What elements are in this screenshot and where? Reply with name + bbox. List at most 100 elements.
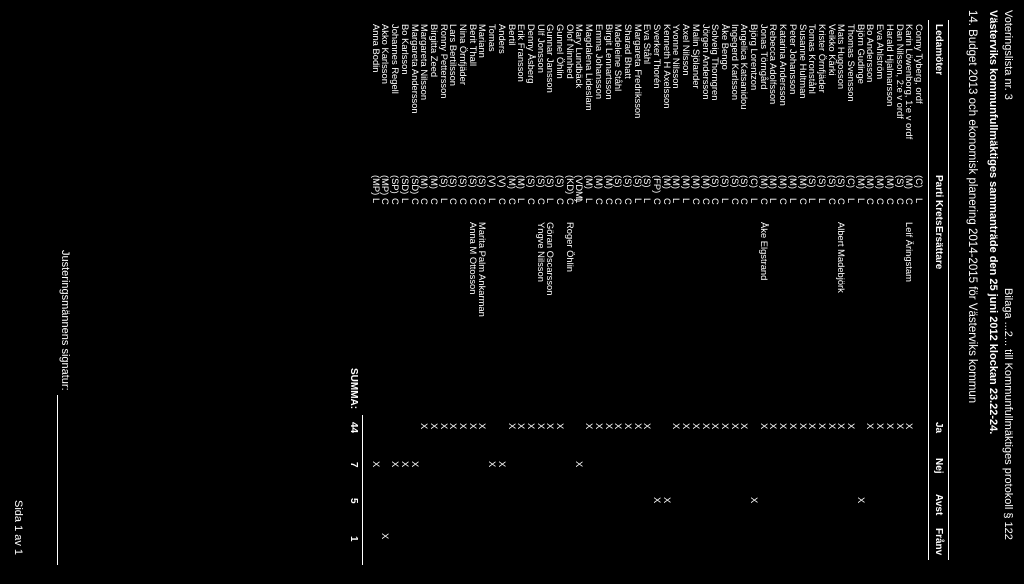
vote-ja-mark: X [584, 423, 596, 430]
vote-ja-mark: X [506, 423, 518, 430]
member-name: Björg Lorentzon [749, 24, 761, 91]
vote-nej-mark: X [487, 461, 499, 468]
member-party: (SD) [409, 175, 421, 195]
table-row: Birgitta Zeed (M) C X [429, 0, 440, 584]
table-row: Mary Lundbäck (VDM) L X [575, 0, 586, 584]
member-krets: C [826, 198, 838, 205]
member-name: Ronny Pettersson [438, 24, 450, 99]
member-name: Gunnar Jansson [545, 24, 557, 93]
member-party: (M) [429, 175, 440, 190]
member-name: Sverker Thorén [652, 24, 664, 89]
member-party: (FP) [652, 175, 664, 194]
table-row: Magdalena Lideslam (M) L X [584, 0, 596, 584]
member-party: (M) [593, 175, 605, 190]
member-krets: C [700, 198, 712, 205]
table-row: Ingegerd Karlsson (S) C X [729, 0, 741, 584]
col-franv: Frånv [933, 528, 944, 556]
member-krets: C [555, 198, 567, 205]
member-krets: C [865, 198, 877, 205]
item-title: 14. Budget 2013 och ekonomisk planering … [966, 10, 978, 404]
member-party: (M) [884, 175, 896, 190]
member-party: (S) [545, 175, 557, 188]
member-krets: L [768, 198, 780, 204]
vote-nej-mark: X [370, 461, 382, 468]
member-name: Jonas Törngård [758, 24, 770, 90]
vote-ja-mark: X [710, 423, 722, 430]
member-party: (S) [729, 175, 741, 188]
member-name: Erik Fransson [516, 24, 528, 82]
member-krets: L [846, 198, 858, 204]
member-name: Bo Karlsson [399, 24, 411, 75]
member-krets: L [749, 198, 761, 204]
vote-ja-mark: X [875, 423, 887, 430]
vote-franv-mark: X [380, 533, 392, 540]
member-name: Björn Gudinge [855, 24, 867, 84]
vote-ja-mark: X [477, 423, 489, 430]
member-party: (M) [875, 175, 887, 190]
member-krets: C [429, 198, 440, 205]
member-name: Peter Johansson [787, 24, 799, 95]
member-krets: L [438, 198, 450, 204]
member-party: (S) [817, 175, 828, 188]
member-party: (MP) [370, 175, 382, 196]
member-party: (V) [496, 175, 508, 188]
vote-ja-mark: X [797, 423, 809, 430]
vote-nej-mark: X [390, 461, 402, 468]
member-party: (S) [710, 175, 722, 188]
member-party: (S) [477, 175, 489, 188]
table-row: Denny Åsberg (S) C X [526, 0, 537, 584]
table-row: Thomas Svensson (C) L X [846, 0, 858, 584]
vote-ja-mark: X [884, 423, 896, 430]
substitute-name: Åke Elgstrand [758, 222, 770, 281]
vote-ja-mark: X [526, 423, 537, 430]
member-party: (S) [535, 175, 547, 188]
member-krets: C [894, 198, 906, 205]
meeting-info: Västerviks kommunfullmäktiges sammanträd… [987, 10, 999, 435]
member-krets: L [914, 198, 925, 204]
member-name: Birgitta Zeed [429, 24, 440, 78]
summary-rule [362, 415, 363, 565]
member-party: (V) [487, 175, 499, 188]
member-party: (S) [613, 175, 625, 188]
vote-ja-mark: X [729, 423, 741, 430]
member-party: (S) [438, 175, 450, 188]
member-name: Karin Löwenborg, 1:e v ordf [904, 24, 916, 140]
member-name: Lars Bertilsson [448, 24, 460, 87]
member-krets: C [458, 198, 470, 205]
table-row: Veikko Kärki (S) C X [826, 0, 838, 584]
member-krets: C [623, 198, 634, 205]
vote-ja-mark: X [904, 423, 916, 430]
member-name: Ingegerd Karlsson [729, 24, 741, 101]
member-party: (M) [661, 175, 673, 190]
table-row: Harald Hjalmarsson (M) C X [884, 0, 896, 584]
vote-ja-mark: X [623, 423, 634, 430]
table-row: Conny Tyberg, ordf (C) L [914, 0, 925, 584]
member-name: Margareta Fredriksson [632, 24, 644, 119]
member-party: (KD) [564, 175, 576, 195]
table-row: Bo Andersson (M) C X [865, 0, 877, 584]
vote-ja-mark: X [603, 423, 615, 430]
member-party: (S) [720, 175, 731, 188]
member-name: Akko Karlsson [380, 24, 392, 84]
table-row: Mats Hugosson (S) C Albert Madebjörk X [836, 0, 847, 584]
member-name: Katarina Andersson [778, 24, 790, 106]
member-krets: C [380, 198, 392, 205]
vote-ja-mark: X [758, 423, 770, 430]
member-party: (M) [603, 175, 615, 190]
member-name: Bo Andersson [865, 24, 877, 83]
vote-nej-mark: X [409, 461, 421, 468]
member-krets: L [584, 198, 596, 204]
vote-ja-mark: X [826, 423, 838, 430]
member-name: Madeleine Ståhl [613, 24, 625, 92]
member-name: Veikko Kärki [826, 24, 838, 76]
vote-ja-mark: X [768, 423, 780, 430]
table-row: Margareta Nilsson (M) C X [419, 0, 431, 584]
member-krets: L [681, 198, 693, 204]
member-name: Eva Ahlström [875, 24, 887, 80]
member-name: Margareta Nilsson [419, 24, 431, 101]
table-row: Åke Bengo (S) L X [720, 0, 731, 584]
member-krets: L [487, 198, 499, 204]
member-krets: C [603, 198, 615, 205]
vote-ja-mark: X [865, 423, 877, 430]
